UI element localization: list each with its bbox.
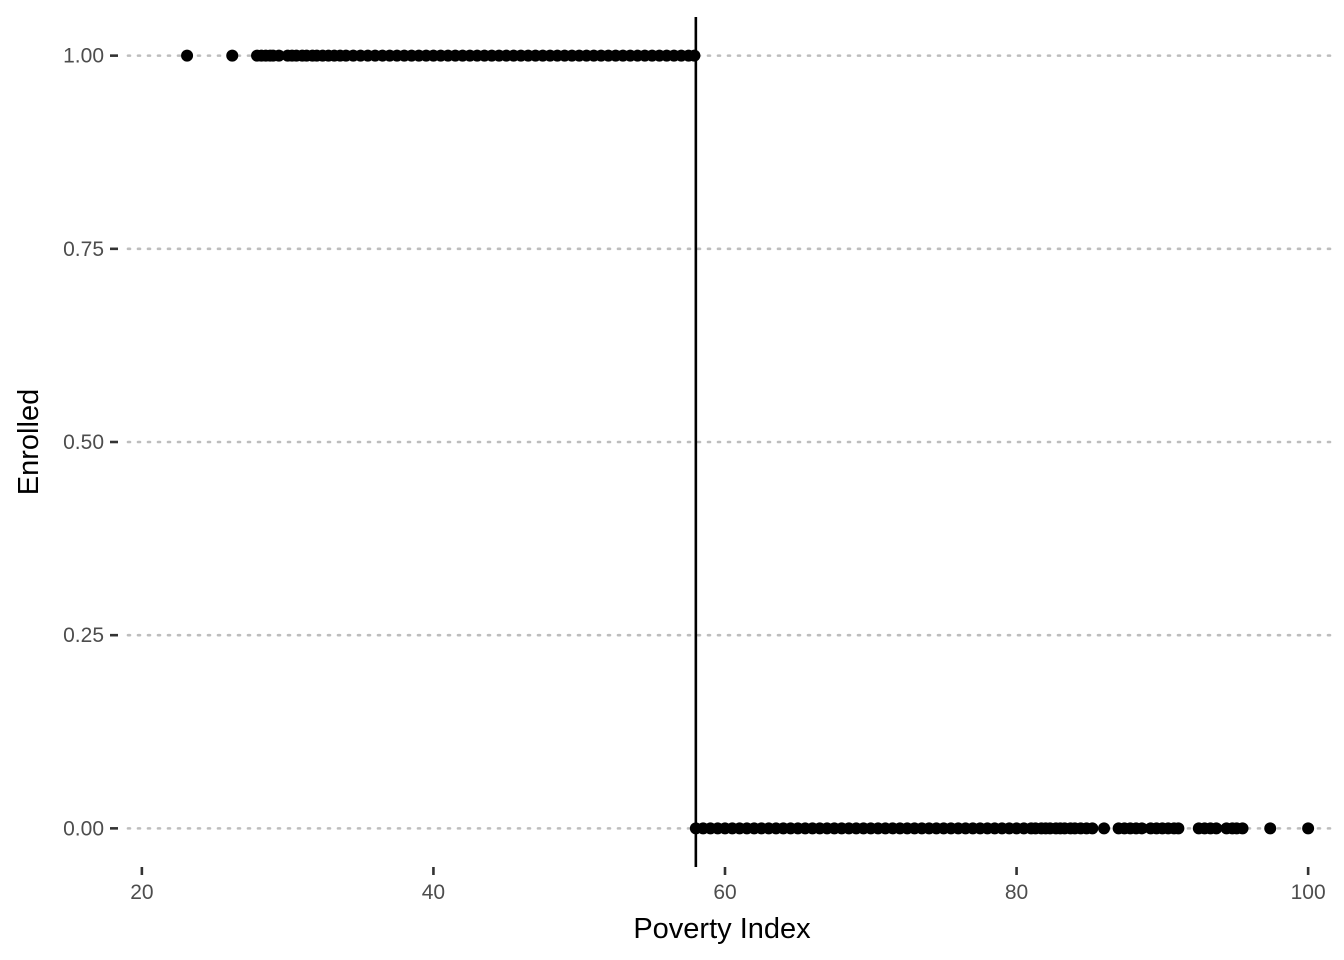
x-axis: 20 40 60 80 100 xyxy=(130,867,1326,904)
data-point xyxy=(1098,822,1111,835)
data-point xyxy=(1172,822,1185,835)
data-point xyxy=(1264,822,1277,835)
x-tick-label: 20 xyxy=(130,881,153,904)
data-point xyxy=(1210,822,1223,835)
data-point xyxy=(1135,822,1148,835)
y-tick-label: 0.75 xyxy=(63,238,104,261)
data-point xyxy=(226,49,239,62)
data-point xyxy=(272,49,285,62)
data-points xyxy=(181,49,1315,835)
x-tick-label: 100 xyxy=(1291,881,1326,904)
data-point xyxy=(1302,822,1315,835)
y-tick-label: 0.25 xyxy=(63,624,104,647)
data-point xyxy=(688,49,701,62)
y-tick-label: 1.00 xyxy=(63,45,104,68)
data-point xyxy=(1086,822,1099,835)
data-point xyxy=(181,49,194,62)
x-tick-label: 80 xyxy=(1005,881,1028,904)
x-tick-label: 40 xyxy=(422,881,445,904)
x-axis-title: Poverty Index xyxy=(633,913,811,945)
data-point xyxy=(1236,822,1249,835)
x-tick-label: 60 xyxy=(713,881,736,904)
gridlines xyxy=(126,54,1332,830)
y-tick-label: 0.50 xyxy=(63,431,104,454)
y-axis-title: Enrolled xyxy=(13,389,45,495)
y-tick-label: 0.00 xyxy=(63,817,104,840)
y-axis: 0.00 0.25 0.50 0.75 1.00 xyxy=(63,45,118,840)
